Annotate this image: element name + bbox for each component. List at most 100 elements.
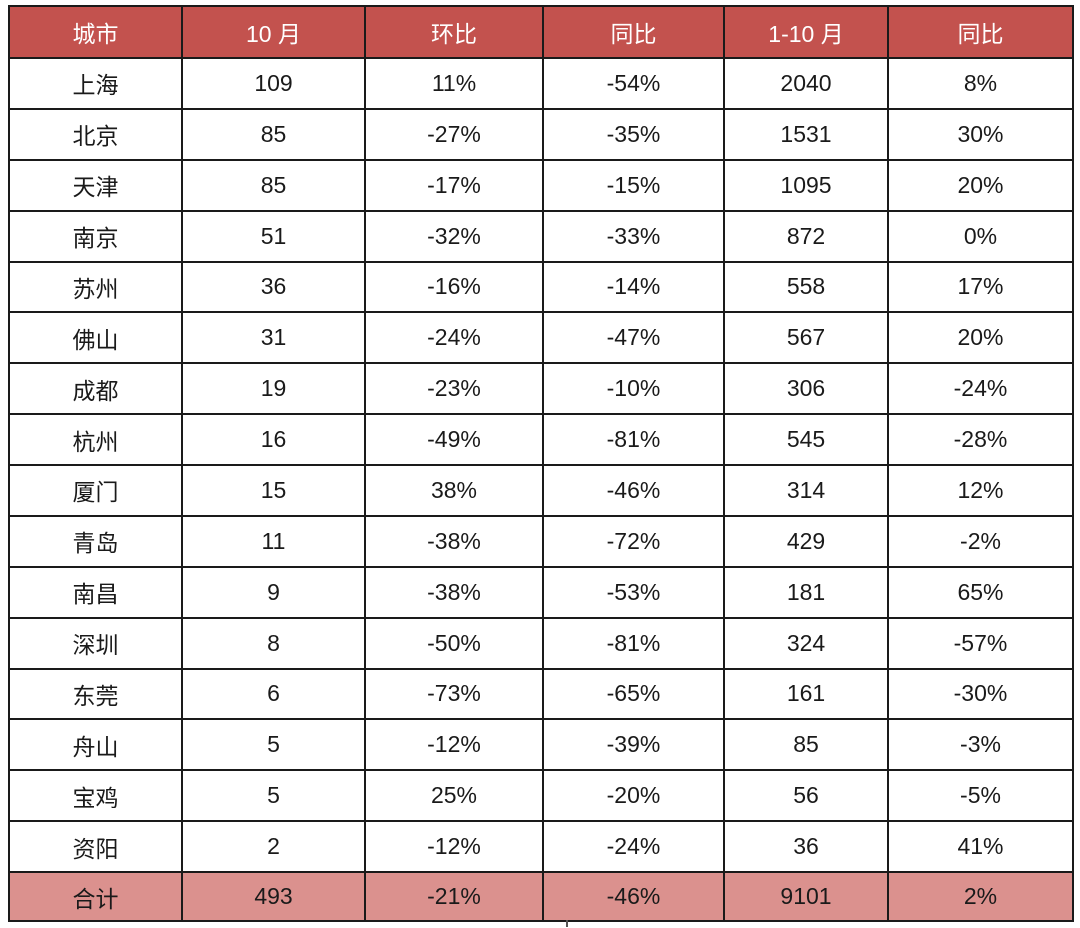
value-cell: -73%: [364, 667, 544, 721]
value-cell: 17%: [887, 260, 1074, 314]
value-cell: 6: [181, 667, 366, 721]
city-cell: 南昌: [8, 565, 183, 619]
value-cell: 324: [723, 616, 889, 670]
value-cell: 19: [181, 362, 366, 416]
value-cell: 31: [181, 311, 366, 365]
value-cell: -35%: [542, 107, 725, 161]
city-sales-table-sheet: 城市 10 月 环比 同比 1-10 月 同比 上海 109 11% -54% …: [8, 5, 1074, 922]
table-row: 成都 19 -23% -10% 306 -24%: [8, 362, 1074, 416]
city-cell: 杭州: [8, 413, 183, 466]
header-cell-city: 城市: [8, 5, 183, 59]
value-cell: -32%: [364, 209, 544, 263]
table-row: 深圳 8 -50% -81% 324 -57%: [8, 616, 1074, 670]
table-row: 上海 109 11% -54% 2040 8%: [8, 57, 1074, 110]
city-cell: 天津: [8, 158, 183, 212]
value-cell: 16: [181, 413, 366, 466]
value-cell: 20%: [887, 158, 1074, 212]
value-cell: 0%: [887, 209, 1074, 263]
value-cell: 9: [181, 565, 366, 619]
value-cell: -23%: [364, 362, 544, 416]
value-cell: -28%: [887, 413, 1074, 466]
header-cell-mom: 环比: [364, 5, 544, 59]
value-cell: -27%: [364, 107, 544, 161]
city-cell: 宝鸡: [8, 769, 183, 823]
value-cell: 5: [181, 769, 366, 823]
value-cell: -47%: [542, 311, 725, 365]
value-cell: -30%: [887, 667, 1074, 721]
total-label-cell: 合计: [8, 871, 183, 922]
value-cell: 2: [181, 820, 366, 873]
value-cell: 306: [723, 362, 889, 416]
value-cell: 1531: [723, 107, 889, 161]
total-value-cell: -21%: [364, 871, 544, 922]
value-cell: -65%: [542, 667, 725, 721]
value-cell: -38%: [364, 565, 544, 619]
city-cell: 成都: [8, 362, 183, 416]
value-cell: 5: [181, 718, 366, 772]
value-cell: 41%: [887, 820, 1074, 873]
total-value-cell: 9101: [723, 871, 889, 922]
city-cell: 东莞: [8, 667, 183, 721]
value-cell: 20%: [887, 311, 1074, 365]
table-row: 舟山 5 -12% -39% 85 -3%: [8, 718, 1074, 772]
city-cell: 苏州: [8, 260, 183, 314]
value-cell: -10%: [542, 362, 725, 416]
value-cell: -81%: [542, 413, 725, 466]
value-cell: 30%: [887, 107, 1074, 161]
value-cell: -38%: [364, 514, 544, 568]
value-cell: -2%: [887, 514, 1074, 568]
value-cell: -50%: [364, 616, 544, 670]
value-cell: -54%: [542, 57, 725, 110]
value-cell: -5%: [887, 769, 1074, 823]
value-cell: -24%: [364, 311, 544, 365]
value-cell: 85: [181, 158, 366, 212]
value-cell: 65%: [887, 565, 1074, 619]
value-cell: 181: [723, 565, 889, 619]
stray-mark: [566, 920, 568, 927]
value-cell: -33%: [542, 209, 725, 263]
table-row: 北京 85 -27% -35% 1531 30%: [8, 107, 1074, 161]
city-sales-table: 城市 10 月 环比 同比 1-10 月 同比 上海 109 11% -54% …: [8, 5, 1074, 922]
table-row: 杭州 16 -49% -81% 545 -28%: [8, 413, 1074, 466]
value-cell: -24%: [542, 820, 725, 873]
table-row: 南昌 9 -38% -53% 181 65%: [8, 565, 1074, 619]
header-row: 城市 10 月 环比 同比 1-10 月 同比: [8, 5, 1074, 59]
value-cell: 2040: [723, 57, 889, 110]
value-cell: 314: [723, 464, 889, 517]
city-cell: 北京: [8, 107, 183, 161]
value-cell: 545: [723, 413, 889, 466]
value-cell: -14%: [542, 260, 725, 314]
value-cell: 56: [723, 769, 889, 823]
value-cell: 11: [181, 514, 366, 568]
value-cell: -72%: [542, 514, 725, 568]
value-cell: 872: [723, 209, 889, 263]
table-row: 南京 51 -32% -33% 872 0%: [8, 209, 1074, 263]
value-cell: 51: [181, 209, 366, 263]
city-cell: 佛山: [8, 311, 183, 365]
value-cell: 8: [181, 616, 366, 670]
value-cell: 567: [723, 311, 889, 365]
city-cell: 舟山: [8, 718, 183, 772]
value-cell: 36: [181, 260, 366, 314]
city-cell: 上海: [8, 57, 183, 110]
total-value-cell: 493: [181, 871, 366, 922]
value-cell: 25%: [364, 769, 544, 823]
value-cell: -20%: [542, 769, 725, 823]
header-cell-cum-yoy: 同比: [887, 5, 1074, 59]
value-cell: -81%: [542, 616, 725, 670]
value-cell: 36: [723, 820, 889, 873]
table-row: 天津 85 -17% -15% 1095 20%: [8, 158, 1074, 212]
value-cell: -16%: [364, 260, 544, 314]
table-row: 佛山 31 -24% -47% 567 20%: [8, 311, 1074, 365]
city-cell: 资阳: [8, 820, 183, 873]
value-cell: 38%: [364, 464, 544, 517]
value-cell: 161: [723, 667, 889, 721]
table-row: 宝鸡 5 25% -20% 56 -5%: [8, 769, 1074, 823]
value-cell: 85: [723, 718, 889, 772]
header-cell-october: 10 月: [181, 5, 366, 59]
table-row: 苏州 36 -16% -14% 558 17%: [8, 260, 1074, 314]
value-cell: -46%: [542, 464, 725, 517]
value-cell: -17%: [364, 158, 544, 212]
value-cell: -15%: [542, 158, 725, 212]
value-cell: -12%: [364, 718, 544, 772]
